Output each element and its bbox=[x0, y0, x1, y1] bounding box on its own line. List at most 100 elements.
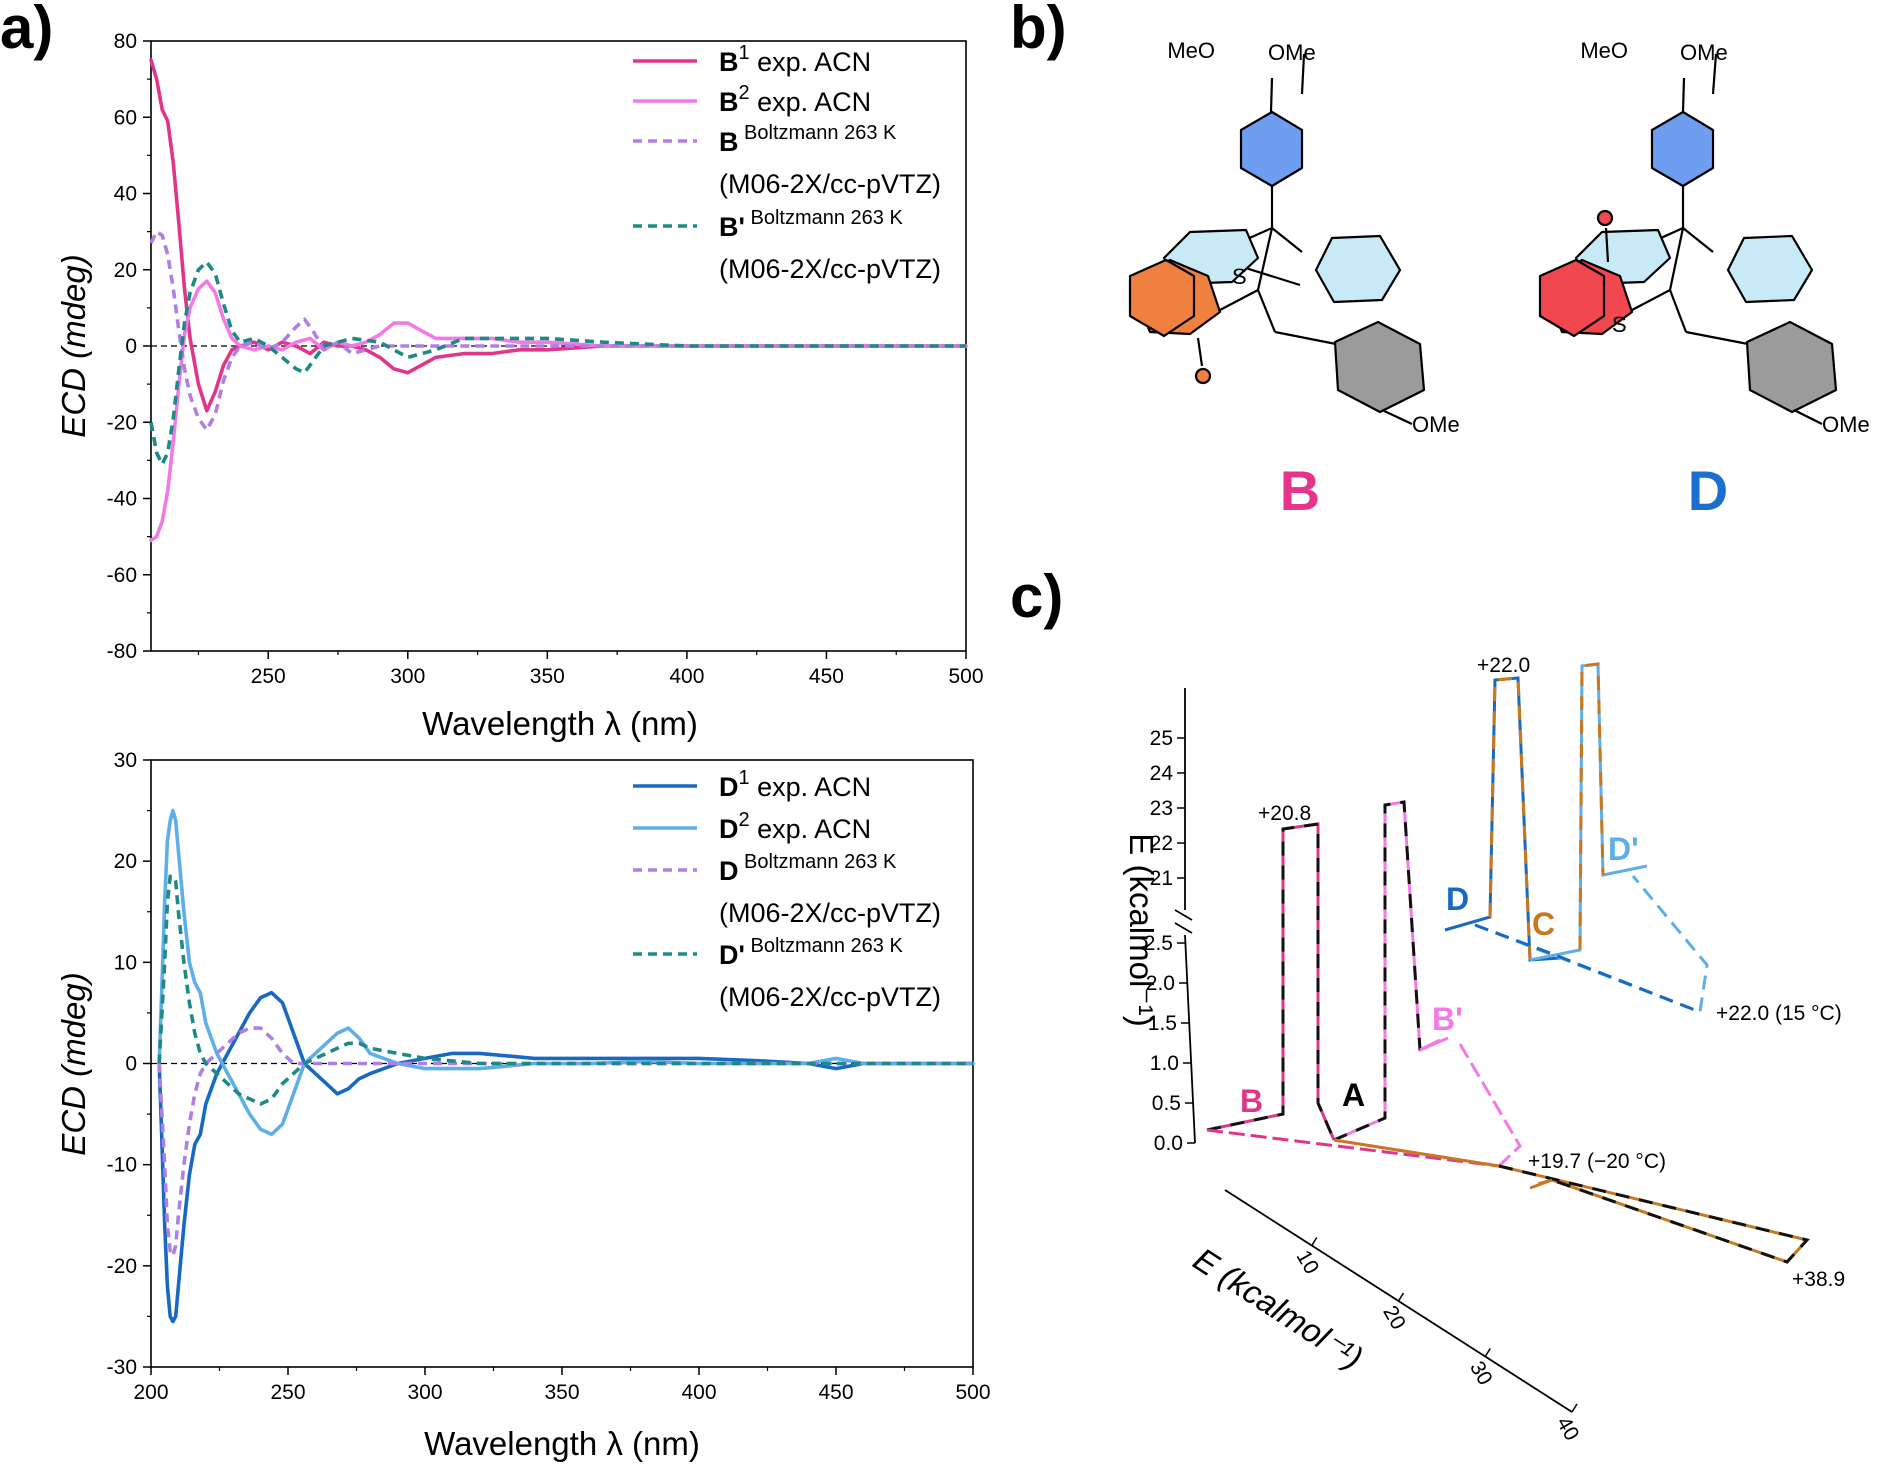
path-c-dp-dash bbox=[1578, 662, 1605, 951]
series-line-b1 bbox=[149, 58, 968, 413]
x-axis-title-bottom: Wavelength λ (nm) bbox=[424, 1425, 700, 1462]
e-diag-tick bbox=[1571, 1403, 1578, 1413]
e-tick-label-low: 2.0 bbox=[1146, 972, 1175, 995]
e-tick-label-low: 1.5 bbox=[1148, 1012, 1177, 1035]
x-tick-label: 250 bbox=[270, 1381, 305, 1404]
bond-b-11 bbox=[1274, 330, 1337, 346]
y-tick-label: -60 bbox=[107, 564, 137, 587]
e-diag-tick-label: 20 bbox=[1378, 1302, 1410, 1334]
x-tick-label: 300 bbox=[390, 665, 425, 688]
legend-method-dboltz: (M06-2X/cc-pVTZ) bbox=[719, 898, 941, 928]
e-axis-lower bbox=[1184, 934, 1196, 1144]
compound-label-d: D bbox=[1688, 459, 1728, 522]
e-tick-label-high: 24 bbox=[1150, 762, 1174, 785]
series-group-top bbox=[149, 58, 968, 543]
y-tick-label: 0 bbox=[125, 1053, 137, 1076]
path-b-a-dash bbox=[1206, 822, 1336, 1141]
axis-break-1 bbox=[1174, 909, 1193, 921]
x-axis-title-top: Wavelength λ (nm) bbox=[422, 705, 698, 742]
energy-diagram: 0.0 0.5 1.0 1.5 2.0 2.5 21 22 23 24 25 10 20 30 40 E (… bbox=[1123, 654, 1845, 1445]
e-diag-tick bbox=[1397, 1292, 1405, 1302]
y-tick-label: -40 bbox=[107, 488, 137, 511]
bond-d-11 bbox=[1685, 330, 1749, 346]
meo-b: MeO bbox=[1167, 38, 1215, 63]
y-tick-label: 40 bbox=[114, 183, 137, 206]
sulfur-d: S bbox=[1612, 312, 1627, 337]
light-ring-b2 bbox=[1314, 234, 1402, 304]
bond-d-6 bbox=[1668, 227, 1685, 291]
bp-level bbox=[1419, 1036, 1449, 1052]
blue-ring-d bbox=[1650, 110, 1715, 188]
x-tick-label: 450 bbox=[818, 1381, 853, 1404]
legend-label-dprime: D' Boltzmann 263 K bbox=[719, 935, 903, 970]
legend-label-bprime: B' Boltzmann 263 K bbox=[719, 207, 903, 242]
e-tick-label-low: 0.5 bbox=[1152, 1092, 1181, 1115]
y-axis-title-bottom: ECD (mdeg) bbox=[55, 972, 92, 1155]
legend-method-bboltz: (M06-2X/cc-pVTZ) bbox=[719, 169, 941, 199]
series-line-bboltz bbox=[149, 229, 966, 432]
series-line-dboltz bbox=[157, 1026, 973, 1258]
node-bprime: B' bbox=[1432, 1001, 1463, 1037]
orange-ring-b bbox=[1128, 258, 1196, 338]
legend-method-bprime: (M06-2X/cc-pVTZ) bbox=[719, 254, 941, 284]
bond-b-1 bbox=[1269, 77, 1274, 113]
x-tick-label: 350 bbox=[544, 1381, 579, 1404]
node-dprime: D' bbox=[1608, 831, 1639, 867]
bond-b-10 bbox=[1196, 337, 1204, 367]
path-a-bp-dash bbox=[1333, 800, 1422, 1142]
y-tick-label: -30 bbox=[107, 1356, 137, 1379]
e-tick-label-low: 2.5 bbox=[1144, 932, 1173, 955]
y-tick-label: -10 bbox=[107, 1154, 137, 1177]
path-d-c-dash bbox=[1488, 676, 1532, 961]
series-line-d1 bbox=[157, 990, 975, 1324]
x-tick-label: 400 bbox=[669, 665, 704, 688]
x-tick-label: 350 bbox=[530, 665, 565, 688]
legend-bottom: D1 exp. ACN D2 exp. ACN D Boltzmann 263 K (… bbox=[633, 767, 941, 1012]
x-tick-label: 250 bbox=[251, 665, 286, 688]
barrier-label-4: +19.7 (−20 °C) bbox=[1528, 1150, 1666, 1173]
e-tick-label-high: 21 bbox=[1150, 867, 1173, 890]
series-line-b2 bbox=[149, 279, 968, 543]
y-tick-label: 30 bbox=[114, 749, 137, 772]
y-tick-label: -20 bbox=[107, 1255, 137, 1278]
series-line-dprime bbox=[157, 874, 973, 1106]
molecule-d: OMe MeO OMe S bbox=[1538, 38, 1870, 437]
ome-top-b: OMe bbox=[1268, 40, 1316, 65]
y-tick-label: -20 bbox=[107, 411, 137, 434]
legend-label-b2: B2 exp. ACN bbox=[719, 82, 871, 117]
panel-label-b: b) bbox=[1010, 0, 1067, 61]
y-tick-label: 10 bbox=[114, 951, 137, 974]
bond-b-12 bbox=[1381, 409, 1413, 425]
barrier-label-5: +38.9 bbox=[1792, 1268, 1845, 1291]
series-line-d2 bbox=[157, 808, 975, 1137]
path-b-loop bbox=[1206, 1128, 1500, 1168]
y-tick-label: 80 bbox=[114, 30, 137, 53]
bond-b-2 bbox=[1300, 53, 1306, 95]
x-tick-label: 400 bbox=[681, 1381, 716, 1404]
bond-d-5 bbox=[1682, 227, 1714, 253]
carbonyl-o-d bbox=[1596, 209, 1614, 227]
panel-label-c: c) bbox=[1010, 563, 1063, 630]
bond-b-6 bbox=[1256, 227, 1274, 291]
ome-bottom-d: OMe bbox=[1822, 412, 1870, 437]
energy-ticks: 0.0 0.5 1.0 1.5 2.0 2.5 21 22 23 24 25 10 20 30 40 bbox=[1144, 727, 1584, 1445]
path-dp-loop bbox=[1474, 875, 1709, 1015]
x-tick-label: 450 bbox=[809, 665, 844, 688]
barrier-label-2: +22.0 bbox=[1477, 654, 1530, 677]
c-to-a-link bbox=[1529, 1178, 1553, 1190]
grey-ring-d bbox=[1745, 320, 1838, 414]
ome-bottom-b: OMe bbox=[1412, 412, 1460, 437]
ome-top-d: OMe bbox=[1680, 40, 1728, 65]
path-b-a bbox=[1206, 822, 1336, 1141]
legend-label-d2: D2 exp. ACN bbox=[719, 809, 871, 844]
series-group-bottom bbox=[157, 808, 975, 1324]
y-tick-label: 20 bbox=[114, 850, 137, 873]
meo-d: MeO bbox=[1580, 38, 1628, 63]
e-tick-label-high: 25 bbox=[1150, 727, 1173, 750]
y-tick-label: 20 bbox=[114, 259, 137, 282]
e-diag-tick bbox=[1484, 1348, 1491, 1357]
